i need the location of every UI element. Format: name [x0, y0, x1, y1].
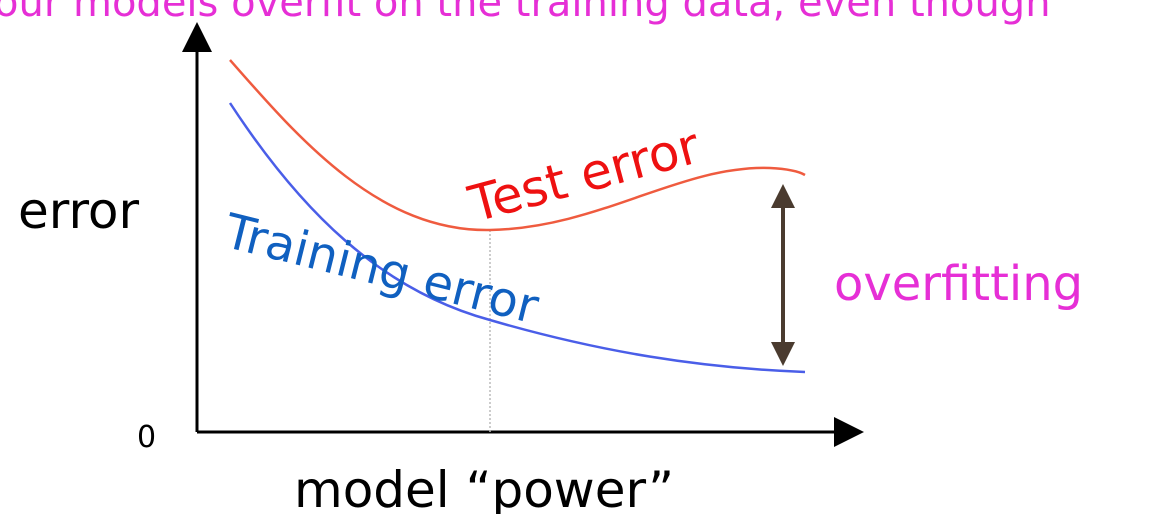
test-label: Test error	[462, 117, 706, 234]
x-label: model “power”	[294, 461, 674, 514]
test-curve	[229, 59, 806, 232]
gap-label: overfitting	[834, 256, 1083, 312]
header-text: our models overfit on the training data,…	[0, 0, 1051, 26]
y-label: error	[18, 182, 139, 240]
training-curve	[228, 102, 806, 374]
origin-label: 0	[137, 420, 156, 455]
